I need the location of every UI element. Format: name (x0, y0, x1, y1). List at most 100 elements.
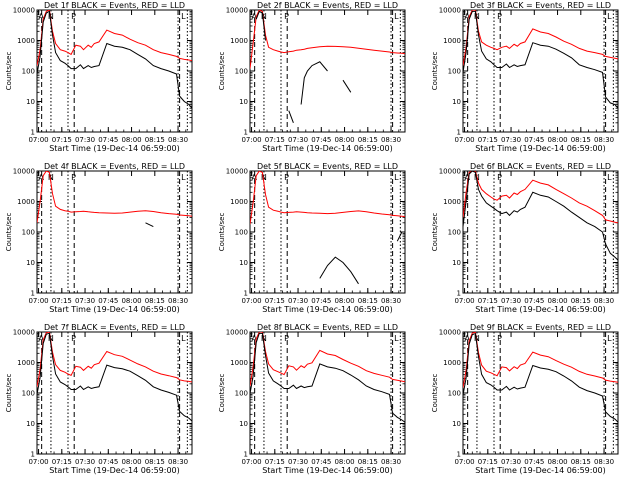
region-letter: L (607, 334, 612, 343)
x-tick-label: 07:30 (75, 297, 95, 305)
series-lld-line (463, 332, 618, 388)
x-tick-label: 08:30 (381, 136, 401, 144)
y-tick-label: 1 (457, 290, 461, 298)
y-tick-label: 10 (26, 420, 35, 428)
panel-title: Det 7f BLACK = Events, RED = LLD (44, 323, 185, 332)
y-tick-label: 100 (22, 68, 35, 76)
x-tick-label: 08:00 (121, 136, 141, 144)
x-tick-label: 08:00 (334, 458, 354, 466)
x-tick-label: 08:15 (571, 458, 591, 466)
detector-panel-1: Det 1f BLACK = Events, RED = LLD 1 10 100 10… (5, 1, 193, 153)
x-axis-label: Start Time (19-Dec-14 06:59:00) (49, 466, 180, 475)
y-tick-label: 1 (31, 129, 35, 137)
region-letter: P (284, 334, 289, 343)
region-letter: A (252, 334, 258, 343)
x-tick-label: 07:00 (241, 297, 261, 305)
x-tick-label: 07:00 (454, 458, 474, 466)
series-events-line (37, 332, 192, 422)
y-tick-label: 100 (235, 68, 248, 76)
x-tick-label: 08:30 (168, 458, 188, 466)
region-letter: N (48, 173, 54, 182)
region-letter: P (71, 173, 76, 182)
y-tick-label: 10 (26, 98, 35, 106)
x-tick-label: 08:00 (121, 297, 141, 305)
x-tick-label: 08:00 (547, 458, 567, 466)
y-tick-label: 100 (22, 390, 35, 398)
region-letter: L (394, 12, 399, 21)
y-tick-label: 10000 (439, 7, 461, 15)
x-axis-label: Start Time (19-Dec-14 06:59:00) (475, 466, 606, 475)
region-letter: A (465, 173, 471, 182)
x-tick-label: 07:15 (265, 297, 285, 305)
region-letter: P (71, 334, 76, 343)
x-tick-label: 08:30 (381, 297, 401, 305)
x-tick-label: 07:15 (52, 458, 72, 466)
y-tick-label: 1 (31, 451, 35, 459)
x-tick-label: 07:45 (524, 136, 544, 144)
x-tick-label: 07:00 (28, 458, 48, 466)
series-lld-line (37, 332, 192, 387)
series-lld-line (37, 10, 192, 66)
y-tick-label: 1000 (230, 198, 248, 206)
y-tick-label: 1000 (17, 37, 35, 45)
detector-panel-6: Det 6f BLACK = Events, RED = LLD 1 10 100 10… (431, 162, 619, 314)
x-tick-label: 07:45 (98, 458, 118, 466)
detector-panel-5: Det 5f BLACK = Events, RED = LLD 1 10 100 10… (218, 162, 406, 314)
y-tick-label: 1000 (17, 359, 35, 367)
y-axis-label: Counts/sec (5, 213, 13, 252)
y-axis-label: Counts/sec (5, 52, 13, 91)
y-tick-label: 1000 (443, 37, 461, 45)
panel-title: Det 4f BLACK = Events, RED = LLD (44, 162, 185, 171)
region-letter: P (497, 12, 502, 21)
panel-title: Det 2f BLACK = Events, RED = LLD (257, 1, 398, 10)
x-tick-label: 07:00 (454, 136, 474, 144)
x-tick-label: 07:00 (241, 136, 261, 144)
x-tick-label: 07:00 (28, 297, 48, 305)
x-axis-label: Start Time (19-Dec-14 06:59:00) (262, 305, 393, 314)
y-tick-label: 10 (452, 420, 461, 428)
x-tick-label: 07:15 (265, 136, 285, 144)
x-tick-label: 07:45 (98, 297, 118, 305)
y-tick-label: 10000 (13, 7, 35, 15)
region-letter: P (284, 12, 289, 21)
x-tick-label: 07:45 (524, 458, 544, 466)
detector-panel-2: Det 2f BLACK = Events, RED = LLD 1 10 100 10… (218, 1, 406, 153)
series-events-line (463, 10, 618, 109)
x-tick-label: 07:15 (478, 136, 498, 144)
region-letter: A (252, 12, 258, 21)
panel-title: Det 5f BLACK = Events, RED = LLD (257, 162, 398, 171)
detector-panel-4: Det 4f BLACK = Events, RED = LLD 1 10 100 10… (5, 162, 193, 314)
series-events-line (255, 10, 352, 123)
y-axis-label: Counts/sec (431, 374, 439, 413)
x-tick-label: 08:15 (358, 297, 378, 305)
series-lld-line (250, 171, 405, 225)
y-tick-label: 1 (457, 129, 461, 137)
x-tick-label: 07:15 (52, 136, 72, 144)
region-letter: A (39, 173, 45, 182)
series-events-line (37, 10, 192, 109)
y-axis-label: Counts/sec (218, 374, 226, 413)
x-tick-label: 07:45 (311, 297, 331, 305)
region-letter: N (261, 12, 267, 21)
x-tick-label: 08:15 (571, 136, 591, 144)
series-events-line (463, 171, 618, 261)
y-tick-label: 10000 (439, 329, 461, 337)
y-tick-label: 10000 (439, 168, 461, 176)
panel-title: Det 3f BLACK = Events, RED = LLD (470, 1, 611, 10)
series-events-line (463, 333, 618, 423)
region-letter: A (39, 334, 45, 343)
region-letter: L (181, 334, 186, 343)
detector-panel-9: Det 9f BLACK = Events, RED = LLD 1 10 100 10… (431, 323, 619, 475)
x-tick-label: 07:00 (241, 458, 261, 466)
x-tick-label: 07:15 (478, 297, 498, 305)
region-letter: L (607, 12, 612, 21)
region-letter: P (497, 334, 502, 343)
series-lld-line (463, 171, 618, 224)
x-tick-label: 07:30 (75, 458, 95, 466)
y-tick-label: 10 (452, 259, 461, 267)
x-tick-label: 08:15 (358, 136, 378, 144)
x-tick-label: 07:45 (311, 136, 331, 144)
x-tick-label: 08:30 (594, 136, 614, 144)
y-tick-label: 100 (448, 390, 461, 398)
